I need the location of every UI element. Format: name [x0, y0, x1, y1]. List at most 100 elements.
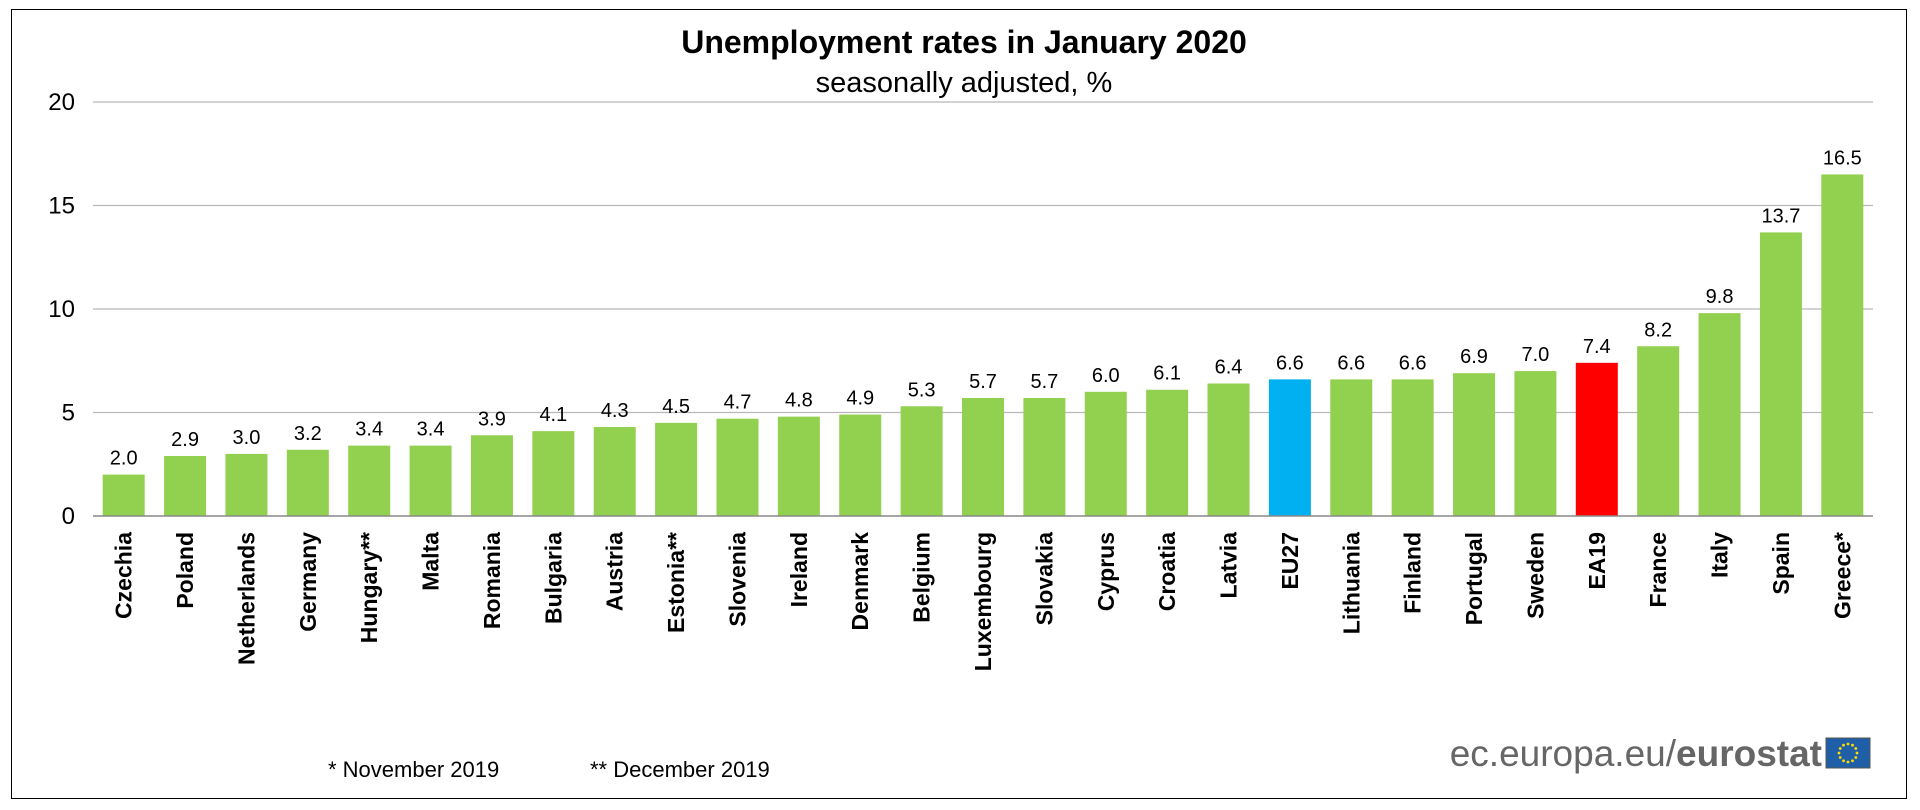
- chart-frame: Unemployment rates in January 2020 seaso…: [11, 9, 1907, 799]
- footnote-december: ** December 2019: [590, 757, 770, 782]
- data-label: 16.5: [1823, 147, 1862, 169]
- data-label: 4.1: [539, 404, 567, 426]
- y-tick-label: 10: [48, 296, 75, 323]
- bar: [1637, 346, 1680, 516]
- data-label: 5.3: [908, 379, 936, 401]
- y-tick-label: 0: [62, 503, 75, 530]
- x-category-label: Spain: [1768, 532, 1794, 595]
- bar: [900, 406, 943, 516]
- data-label: 4.8: [785, 390, 813, 412]
- y-tick-label: 15: [48, 193, 75, 220]
- x-category-label: EU27: [1277, 532, 1303, 590]
- bar: [470, 435, 513, 516]
- data-label: 3.0: [233, 427, 261, 449]
- bar: [1207, 383, 1250, 516]
- chart-title: Unemployment rates in January 2020: [681, 24, 1247, 60]
- data-label: 3.4: [355, 419, 383, 441]
- bar: [286, 449, 329, 516]
- data-label: 2.9: [171, 429, 199, 451]
- x-category-label: EA19: [1584, 532, 1610, 590]
- data-label: 6.6: [1399, 352, 1427, 374]
- x-category-label: Netherlands: [233, 532, 259, 665]
- bar: [102, 474, 145, 516]
- x-category-label: Luxembourg: [970, 532, 996, 671]
- data-label: 4.3: [601, 400, 629, 422]
- x-category-label: Finland: [1400, 532, 1426, 614]
- data-label: 4.7: [724, 392, 752, 414]
- bar: [839, 414, 882, 516]
- bar: [716, 418, 759, 516]
- x-category-label: Austria: [602, 532, 628, 611]
- data-label: 7.4: [1583, 336, 1611, 358]
- x-category-label: Greece*: [1829, 532, 1855, 619]
- x-category-label: Slovakia: [1031, 532, 1057, 626]
- data-label: 5.7: [969, 371, 997, 393]
- source-prefix: ec.europa.eu/: [1450, 733, 1677, 774]
- x-category-label: Croatia: [1154, 532, 1180, 611]
- y-tick-label: 20: [48, 89, 75, 116]
- bar: [1330, 379, 1373, 516]
- data-label: 9.8: [1706, 286, 1734, 308]
- x-category-label: Portugal: [1461, 532, 1487, 625]
- x-category-label: Estonia**: [663, 532, 689, 633]
- x-category-label: Poland: [172, 532, 198, 609]
- data-label: 3.2: [294, 423, 322, 445]
- x-category-label: Malta: [418, 532, 444, 591]
- data-label: 6.6: [1276, 352, 1304, 374]
- bar: [777, 416, 820, 516]
- bar: [1759, 232, 1802, 516]
- data-label: 6.9: [1460, 346, 1488, 368]
- bar: [655, 422, 698, 516]
- chart-subtitle: seasonally adjusted, %: [816, 67, 1113, 99]
- bar: [1268, 379, 1311, 516]
- data-label: 6.1: [1153, 363, 1181, 385]
- bar: [164, 455, 207, 516]
- bar: [1514, 371, 1557, 516]
- source-credit: ec.europa.eu/eurostat: [1450, 733, 1822, 774]
- bar: [409, 445, 452, 516]
- bar: [1391, 379, 1434, 516]
- x-category-label: France: [1645, 532, 1671, 607]
- bar: [1821, 174, 1864, 516]
- x-category-label: Germany: [295, 532, 321, 632]
- eu-flag-icon: [1825, 737, 1871, 769]
- data-label: 4.5: [662, 396, 690, 418]
- bar: [962, 398, 1004, 516]
- data-label: 5.7: [1030, 371, 1058, 393]
- x-category-label: Latvia: [1216, 532, 1242, 599]
- footnote-november: * November 2019: [328, 757, 499, 782]
- data-label: 4.9: [846, 388, 874, 410]
- data-label: 6.0: [1092, 365, 1120, 387]
- bar: [1146, 389, 1189, 516]
- bar: [1453, 373, 1496, 516]
- source-brand: eurostat: [1676, 733, 1822, 774]
- x-category-label: Denmark: [847, 532, 873, 631]
- data-label: 3.9: [478, 408, 506, 430]
- x-category-label: Ireland: [786, 532, 812, 607]
- bar: [225, 453, 268, 516]
- x-category-label: Hungary**: [356, 532, 382, 643]
- x-category-label: Italy: [1707, 532, 1733, 578]
- data-label: 7.0: [1522, 344, 1550, 366]
- data-label: 13.7: [1761, 205, 1800, 227]
- bars: [102, 174, 1864, 516]
- x-axis-labels: Czechia Poland Netherlands Germany Hungary**…: [111, 532, 1856, 671]
- x-category-label: Czechia: [111, 532, 137, 619]
- bar: [1698, 313, 1741, 516]
- data-labels: 2.0 2.9 3.0 3.2 3.4 3.4 3.9 4.1 4.3 4.5 4.7 4.8 4.9 5…: [110, 147, 1862, 469]
- bar: [1023, 398, 1066, 516]
- bar: [1575, 362, 1618, 516]
- x-category-label: Bulgaria: [540, 532, 566, 624]
- data-label: 2.0: [110, 448, 138, 470]
- data-label: 6.4: [1215, 357, 1243, 379]
- data-label: 3.4: [417, 419, 445, 441]
- data-label: 8.2: [1644, 319, 1672, 341]
- y-axis-ticks: 0 5 10 15 20: [48, 89, 75, 530]
- y-tick-label: 5: [62, 400, 75, 427]
- x-category-label: Sweden: [1522, 532, 1548, 619]
- x-category-label: Cyprus: [1093, 532, 1119, 611]
- bar: [593, 426, 636, 516]
- x-category-label: Romania: [479, 532, 505, 629]
- bar-chart: Unemployment rates in January 2020 seaso…: [48, 24, 1873, 782]
- x-category-label: Belgium: [909, 532, 935, 623]
